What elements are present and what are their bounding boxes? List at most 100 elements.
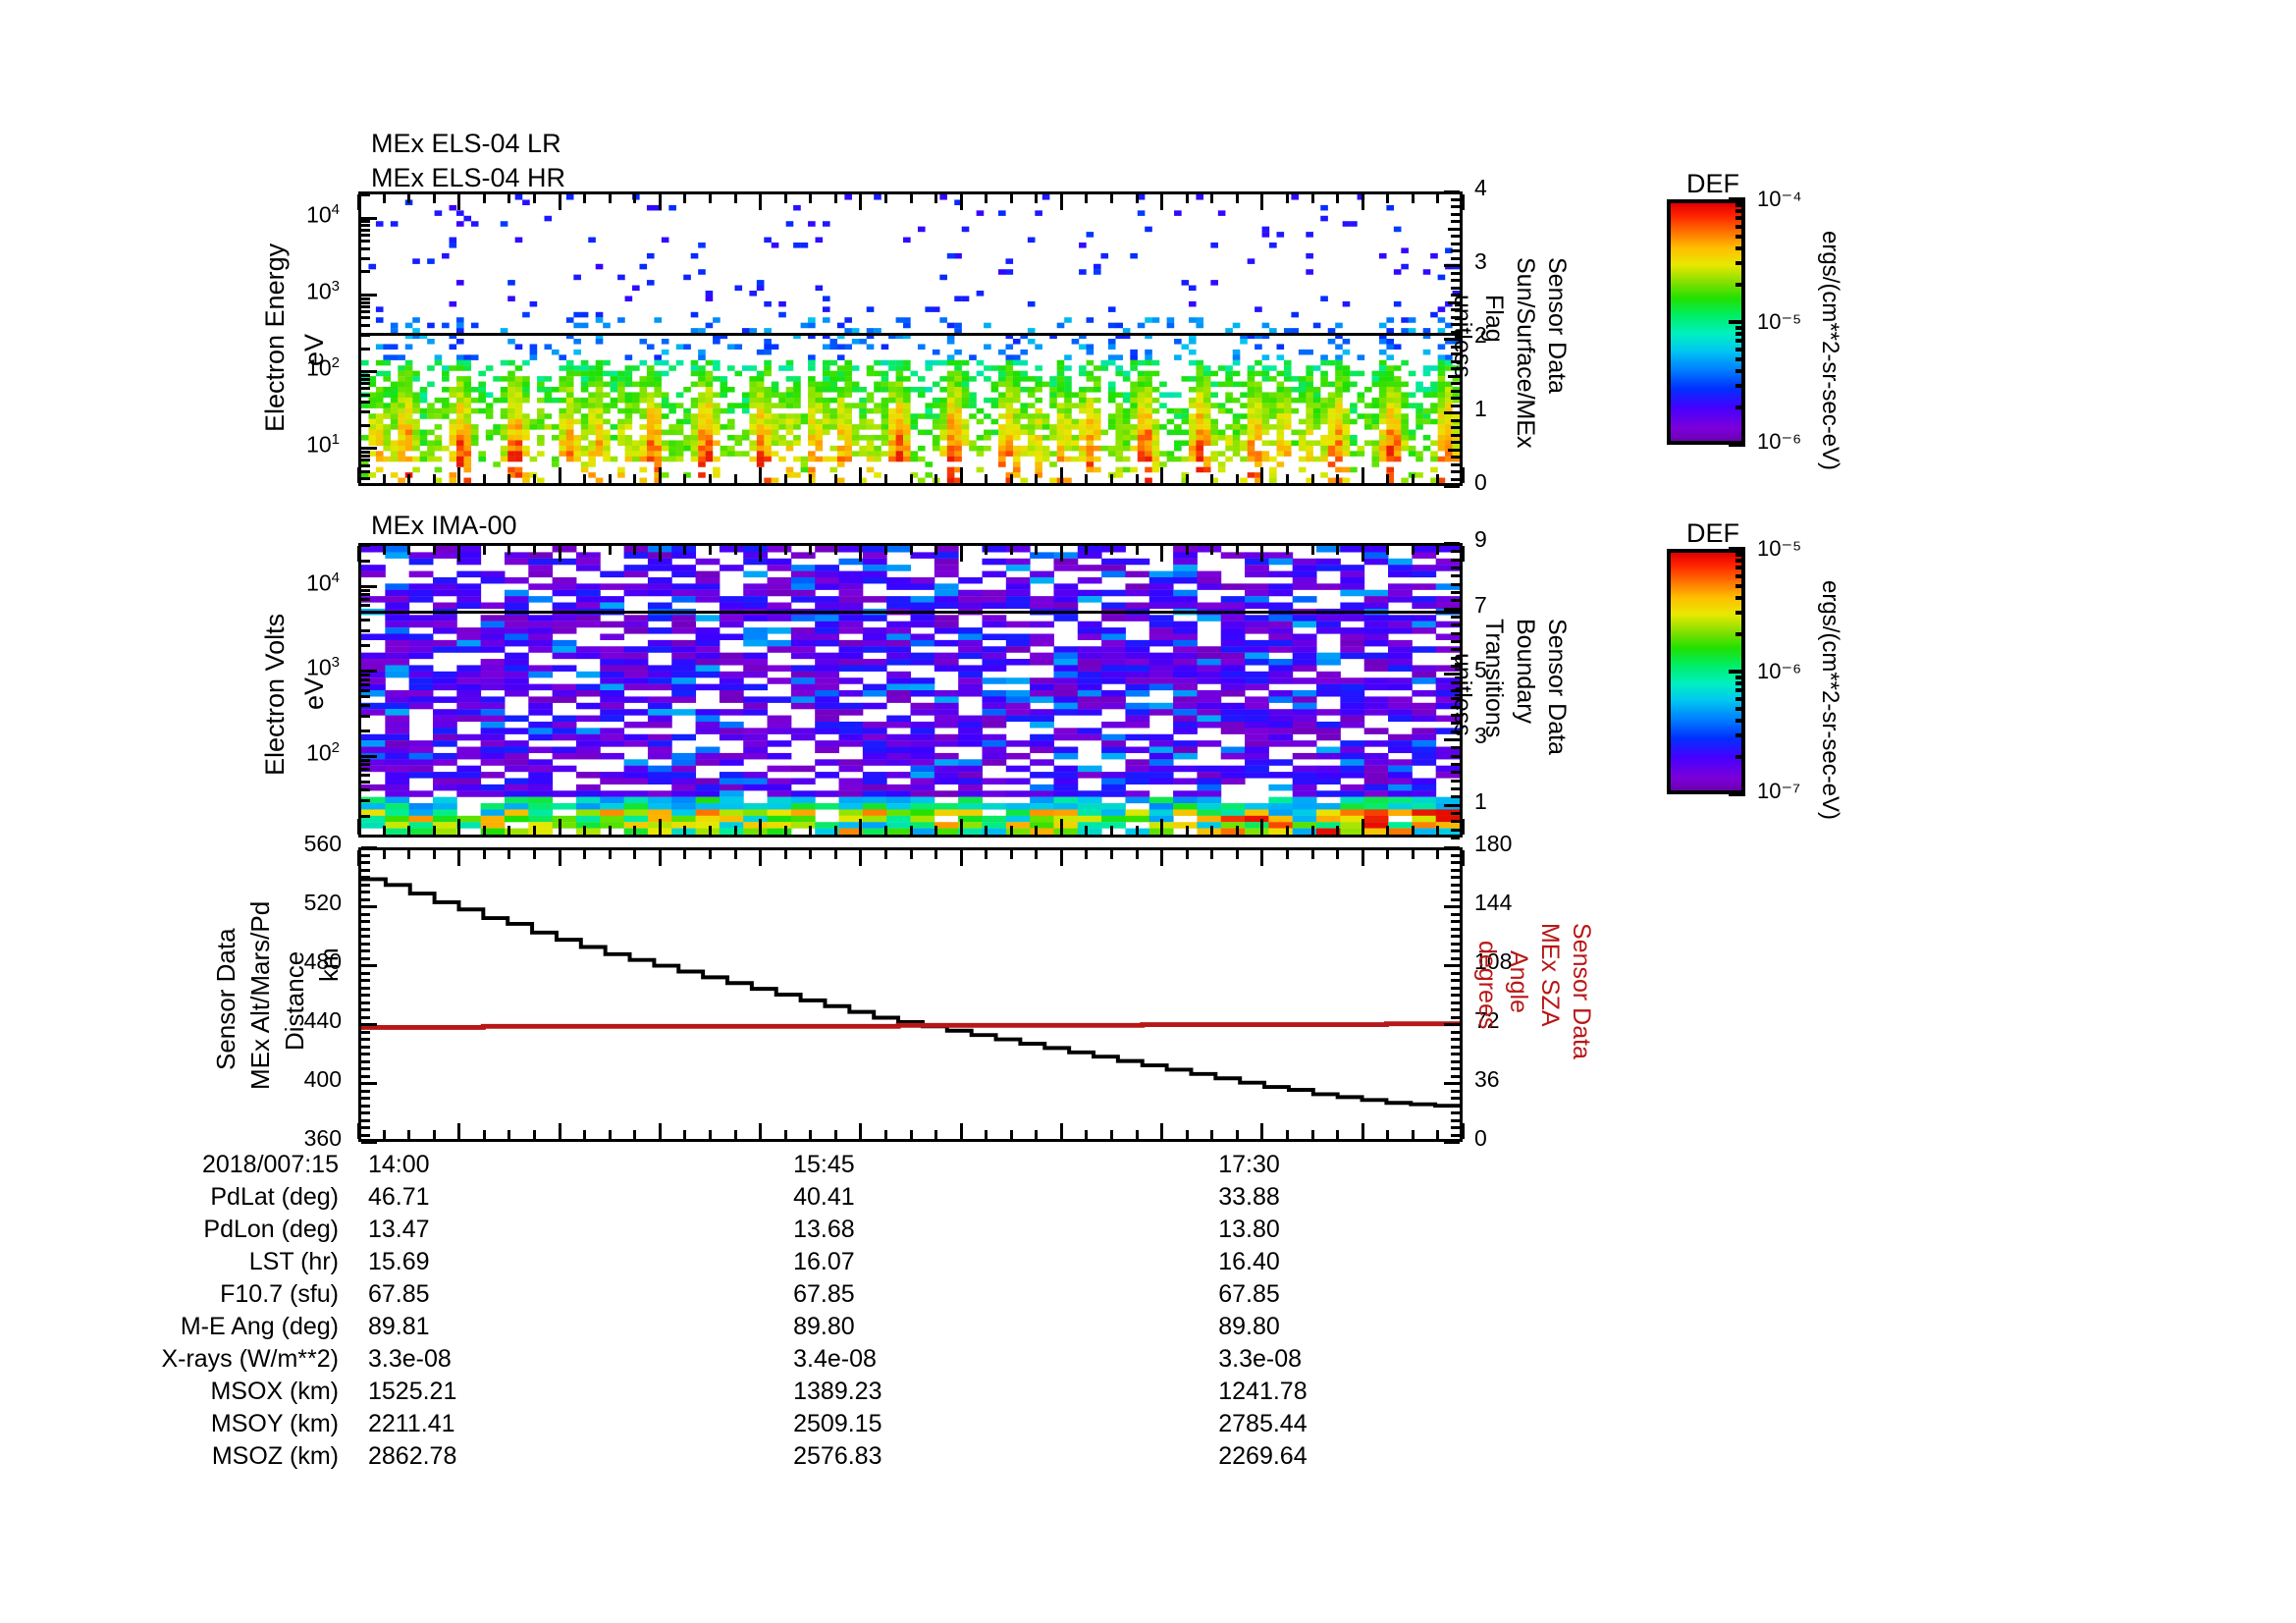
panel2-bottom-tick bbox=[883, 826, 887, 835]
panel2-top-tick bbox=[583, 546, 587, 555]
panel2-bottom-tick bbox=[759, 819, 763, 835]
panel3-left-tick bbox=[361, 1082, 377, 1085]
panel2-top-tick bbox=[1386, 546, 1390, 555]
panel2-bottom-tick bbox=[708, 826, 712, 835]
panel2-ytick-0: 104 bbox=[306, 568, 340, 596]
panel2-top-tick bbox=[482, 546, 486, 555]
panel1-left-tick bbox=[361, 300, 370, 304]
panel2-right-tick bbox=[1451, 599, 1460, 603]
colorbar1 bbox=[1667, 199, 1745, 445]
colorbar2-mid-label: 10⁻⁶ bbox=[1757, 659, 1802, 683]
table-cell-r8-c0: 2211.41 bbox=[368, 1410, 455, 1437]
colorbar1-top-label: 10⁻⁴ bbox=[1757, 187, 1802, 211]
table-cell-r5-c1: 89.80 bbox=[793, 1313, 855, 1340]
panel1-left-tick bbox=[361, 423, 370, 427]
panel1-left-tick bbox=[361, 382, 370, 386]
table-cell-r2-c1: 13.68 bbox=[793, 1216, 855, 1243]
xaxis-tick-2: 17:30 bbox=[1218, 1151, 1280, 1178]
panel1-right-tick bbox=[1444, 485, 1460, 488]
panel1-left-tick bbox=[361, 454, 370, 458]
panel2-top-tick bbox=[1110, 546, 1114, 555]
panel2-right-tick bbox=[1451, 680, 1460, 684]
panel1-left-tick bbox=[361, 316, 370, 320]
cb2-ticks-tick bbox=[1735, 681, 1745, 686]
table-cell-r5-c0: 89.81 bbox=[368, 1313, 430, 1340]
panel3-top-tick bbox=[733, 850, 737, 859]
panel3-right-tick bbox=[1451, 1059, 1460, 1063]
panel2-left-tick bbox=[361, 588, 370, 592]
table-cell-r9-c0: 2862.78 bbox=[368, 1442, 457, 1470]
table-cell-r4-c1: 67.85 bbox=[793, 1280, 855, 1308]
cb1-ticks-tick bbox=[1735, 356, 1745, 361]
panel2-plot-area[interactable] bbox=[358, 543, 1463, 838]
panel3-plot-area[interactable] bbox=[358, 847, 1463, 1142]
panel3-bottom-tick bbox=[1085, 1130, 1089, 1139]
cb1-ticks-tick bbox=[1735, 325, 1745, 330]
panel1-plot-area[interactable] bbox=[358, 191, 1463, 486]
panel3-top-tick bbox=[985, 850, 988, 859]
panel1-bottom-tick bbox=[1361, 467, 1364, 483]
panel3-right-tick bbox=[1451, 897, 1460, 901]
cb1-ticks-tick bbox=[1735, 283, 1745, 288]
panel1-right-tick bbox=[1451, 345, 1460, 349]
cb1-ticks-tick bbox=[1735, 202, 1745, 207]
panel2-bottom-tick bbox=[1009, 826, 1013, 835]
panel1-right-tick bbox=[1451, 286, 1460, 290]
panel3-right-tick bbox=[1451, 891, 1460, 893]
cb2-ticks-tick bbox=[1735, 583, 1745, 588]
panel3-ytick-560: 560 bbox=[303, 831, 342, 856]
panel3-right-tick bbox=[1451, 1067, 1460, 1070]
panel3-bottom-tick bbox=[959, 1123, 963, 1139]
panel1-bottom-tick bbox=[1110, 474, 1114, 483]
panel2-right-ytick-1: 1 bbox=[1474, 787, 1487, 814]
panel1-right-tick bbox=[1444, 411, 1460, 414]
panel3-top-tick bbox=[382, 850, 386, 859]
panel1-left-tick bbox=[361, 246, 370, 250]
panel1-left-tick bbox=[361, 234, 370, 238]
panel2-right-tick bbox=[1451, 591, 1460, 594]
panel3-left-tick bbox=[361, 1045, 370, 1049]
panel3-right-tick bbox=[1451, 876, 1460, 879]
panel2-left-tick bbox=[361, 670, 377, 674]
panel3-bottom-tick bbox=[558, 1123, 561, 1139]
cb2-ticks-tick bbox=[1735, 696, 1745, 701]
panel2-left-tick bbox=[361, 814, 370, 818]
panel3-top-tick bbox=[407, 850, 411, 859]
panel2-right-tick bbox=[1451, 746, 1460, 750]
panel3-ytick-360: 360 bbox=[303, 1125, 342, 1151]
panel2-bottom-tick bbox=[608, 826, 612, 835]
panel2-bottom-tick bbox=[382, 826, 386, 835]
panel2-bottom-tick bbox=[1185, 826, 1189, 835]
panel3-bottom-tick bbox=[507, 1130, 511, 1139]
panel2-left-tick bbox=[361, 714, 370, 718]
cb1-ticks-tick bbox=[1735, 224, 1745, 229]
panel1-top-tick bbox=[507, 194, 511, 203]
panel3-right-tick bbox=[1451, 1030, 1460, 1034]
panel1-top-tick bbox=[1286, 194, 1290, 203]
panel3-top-tick bbox=[1085, 850, 1089, 859]
panel1-right-tick bbox=[1451, 308, 1460, 311]
panel1-bottom-tick bbox=[859, 467, 863, 483]
panel2-right-tick bbox=[1451, 550, 1460, 554]
panel1-top-tick bbox=[1436, 194, 1440, 203]
panel3-bottom-tick bbox=[909, 1130, 913, 1139]
cb2-ticks-tick bbox=[1735, 632, 1745, 637]
table-cell-r1-c0: 46.71 bbox=[368, 1183, 430, 1211]
panel2-top-tick bbox=[1035, 546, 1039, 555]
panel2-top-tick bbox=[608, 546, 612, 555]
panel1-top-tick bbox=[859, 194, 863, 210]
cb1-ticks-tick bbox=[1735, 384, 1745, 389]
panel1-left-tick bbox=[361, 193, 370, 197]
panel3-top-tick bbox=[507, 850, 511, 859]
panel2-top-tick bbox=[859, 546, 863, 562]
panel1-right-tick bbox=[1451, 220, 1460, 223]
panel3-top-tick bbox=[1059, 850, 1063, 866]
panel2-bottom-tick bbox=[833, 826, 837, 835]
table-row-label-8: MSOY (km) bbox=[210, 1410, 339, 1437]
panel1-top-tick bbox=[382, 194, 386, 203]
panel1-right-tick bbox=[1451, 389, 1460, 393]
panel3-ytick-480: 480 bbox=[303, 948, 342, 974]
panel3-right-tick bbox=[1451, 1008, 1460, 1011]
panel3-right-tick bbox=[1451, 986, 1460, 990]
panel3-lines bbox=[361, 877, 1460, 1109]
